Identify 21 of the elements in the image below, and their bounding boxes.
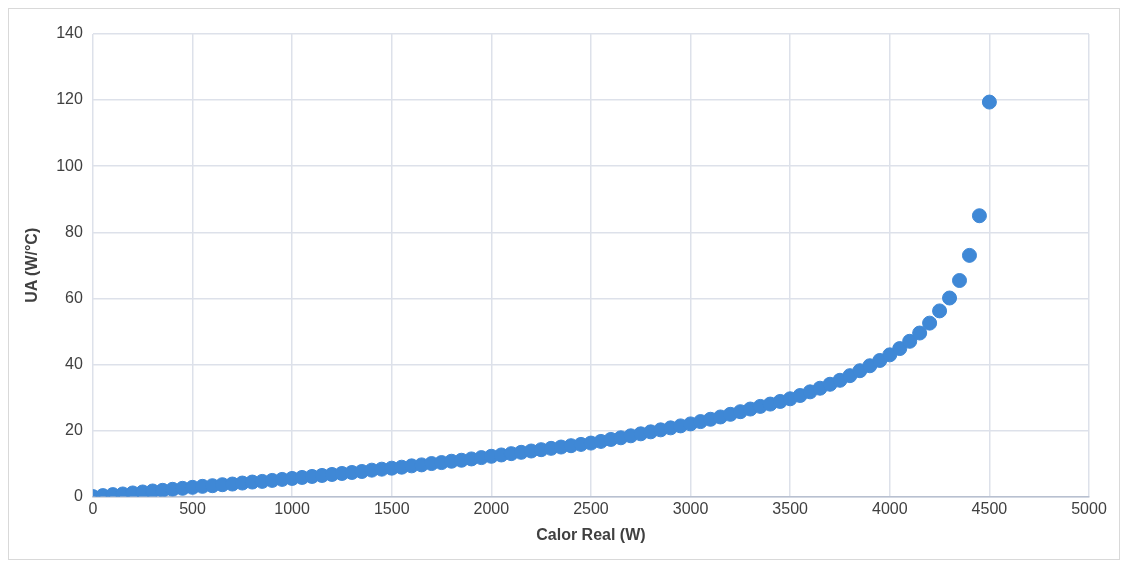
x-tick-label: 500 (179, 499, 206, 517)
x-tick-label: 4000 (871, 499, 908, 517)
x-tick-label: 2500 (573, 499, 609, 517)
y-axis-title: UA (W/°C) (23, 227, 41, 303)
y-tick-label: 120 (56, 90, 83, 108)
y-tick-label: 0 (73, 487, 83, 505)
x-tick-label: 1000 (274, 499, 311, 517)
x-tick-label: 5000 (1071, 499, 1107, 517)
y-tick-label: 80 (65, 222, 83, 240)
x-tick-label: 3000 (672, 499, 709, 517)
x-axis-title: Calor Real (W) (536, 525, 646, 543)
x-tick-label: 3500 (772, 499, 809, 517)
y-tick-label: 40 (65, 354, 83, 372)
y-tick-label: 60 (65, 288, 83, 306)
y-tick-label: 140 (56, 24, 83, 42)
y-tick-label: 100 (56, 156, 83, 174)
x-tick-label: 0 (88, 499, 98, 517)
y-tick-label: 20 (65, 420, 83, 438)
x-tick-label: 1500 (373, 499, 410, 517)
x-tick-label: 2000 (473, 499, 510, 517)
x-tick-label: 4500 (971, 499, 1008, 517)
